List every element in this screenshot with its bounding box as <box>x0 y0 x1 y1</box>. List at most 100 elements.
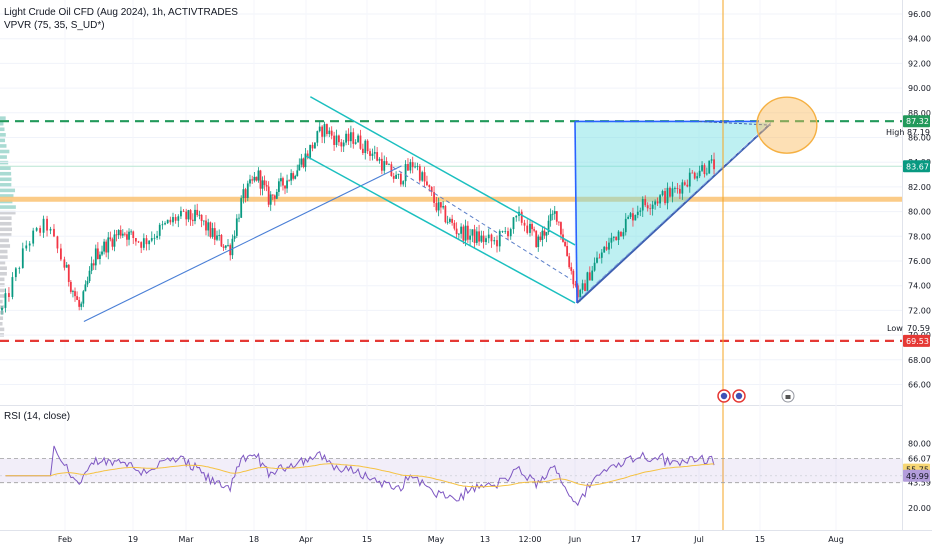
volume-bar <box>0 127 5 132</box>
candle-body <box>191 219 194 222</box>
time-tick-label: Jun <box>568 535 582 544</box>
candle-body <box>326 124 328 135</box>
price-badges: 87.32 83.67 69.53 High 87.19 Low 70.59 <box>884 115 930 347</box>
candle-body <box>620 231 622 237</box>
volume-bar <box>0 238 9 243</box>
volume-bar <box>0 194 14 198</box>
price-tick-label: 94.00 <box>908 35 931 44</box>
candle-body <box>49 228 52 231</box>
volume-bar <box>0 177 12 182</box>
volume-bar <box>0 266 7 271</box>
candle-body <box>612 236 615 238</box>
candle-body <box>539 236 542 240</box>
price-tick-label: 86.00 <box>908 134 931 143</box>
rsi-tick-label: 43.59 <box>908 479 931 488</box>
candle-body <box>678 188 681 194</box>
time-tick-label: Aug <box>828 535 844 544</box>
candle-body <box>255 176 258 181</box>
candle-body <box>535 230 538 247</box>
candle-body <box>455 228 458 235</box>
candle-body <box>696 176 699 179</box>
candle-body <box>490 234 493 242</box>
candle-body <box>512 217 515 230</box>
candle-body <box>8 293 10 297</box>
price-tick-label: 76.00 <box>908 257 931 266</box>
candle-body <box>526 225 529 233</box>
candle-body <box>18 267 21 269</box>
candle-body <box>659 195 661 204</box>
triangle-left-edge <box>574 121 578 303</box>
candle-body <box>134 238 137 242</box>
candle-body <box>42 218 45 233</box>
candle-body <box>92 263 95 266</box>
candle-body <box>352 132 355 144</box>
volume-bar <box>0 116 6 120</box>
candle-body <box>570 267 573 271</box>
volume-bar <box>0 260 6 265</box>
high-value: 87.19 <box>907 128 930 137</box>
candle-body <box>164 223 166 225</box>
candle-body <box>246 183 249 198</box>
triangle-fill <box>575 121 769 303</box>
candle-body <box>99 254 101 259</box>
volume-bar <box>0 227 13 232</box>
candle-body <box>547 220 550 233</box>
candle-body <box>378 158 381 161</box>
candle-body <box>166 219 169 224</box>
candle-body <box>641 199 644 211</box>
candle-body <box>480 235 483 242</box>
candle-body <box>74 291 76 297</box>
candle-body <box>103 241 105 252</box>
candle-body <box>200 214 203 221</box>
candle-body <box>306 153 309 158</box>
support-price-badge: 69.53 <box>906 337 929 346</box>
low-value: 70.59 <box>907 324 930 333</box>
rsi-line <box>5 445 715 507</box>
candle-body <box>596 257 598 263</box>
time-tick-label: 18 <box>249 535 259 544</box>
candle-body <box>337 135 340 143</box>
time-tick-label: Jul <box>693 535 704 544</box>
indicator-title[interactable]: VPVR (75, 35, S_UD*) <box>4 20 105 31</box>
time-axis: Feb 19 Mar 18 Apr 15 May 13 12:00 Jun 17 Jul 15 Aug <box>58 535 844 544</box>
volume-bar <box>0 121 4 126</box>
candle-body <box>231 238 234 256</box>
channel-lower-line <box>305 155 576 304</box>
volume-bar <box>0 316 4 321</box>
candle-body <box>198 214 201 216</box>
rsi-legend[interactable]: RSI (14, close) <box>4 411 71 422</box>
candle-body <box>683 182 686 185</box>
candle-body <box>294 176 297 179</box>
candle-body <box>549 214 552 221</box>
low-text: Low <box>887 324 903 333</box>
candle-body <box>541 230 544 240</box>
candle-body <box>115 234 118 236</box>
volume-bar <box>0 205 16 209</box>
symbol-title[interactable]: Light Crude Oil CFD (Aug 2024), 1h, ACTI… <box>4 7 238 18</box>
channel-mid-dashed <box>392 166 572 280</box>
candle-body <box>269 194 272 205</box>
candle-body <box>430 187 433 193</box>
candle-body <box>218 235 221 236</box>
candle-body <box>395 174 398 179</box>
candle-body <box>323 124 326 137</box>
candle-body <box>584 283 586 292</box>
candle-body <box>598 257 601 259</box>
candle-body <box>416 166 419 167</box>
candle-body <box>277 181 280 192</box>
candle-body <box>485 238 487 243</box>
volume-bar <box>0 321 3 326</box>
current-price-badge: 83.67 <box>906 162 929 171</box>
candle-body <box>161 224 164 226</box>
drawings-front <box>83 0 818 530</box>
candle-body <box>509 229 512 237</box>
candle-body <box>267 186 270 205</box>
candle-body <box>656 201 659 204</box>
volume-bar <box>0 255 8 259</box>
rsi-band-fill <box>0 458 902 483</box>
chart-legend: Light Crude Oil CFD (Aug 2024), 1h, ACTI… <box>4 6 238 32</box>
candle-body <box>388 164 390 166</box>
candle-body <box>487 234 490 239</box>
time-tick-label: May <box>428 535 445 544</box>
